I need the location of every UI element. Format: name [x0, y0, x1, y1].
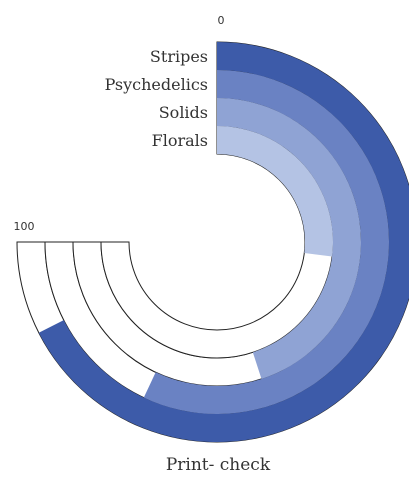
category-label-solids: Solids — [159, 103, 208, 122]
axis-tick-label-end: 100 — [14, 220, 35, 233]
axis-tick-label-start: 0 — [218, 14, 225, 27]
category-label-stripes: Stripes — [150, 47, 208, 66]
category-labels: Stripes Psychedelics Solids Florals — [105, 47, 208, 150]
category-label-psychedelics: Psychedelics — [105, 75, 208, 94]
chart-title: Print- check — [166, 455, 271, 475]
category-label-florals: Florals — [152, 131, 208, 150]
